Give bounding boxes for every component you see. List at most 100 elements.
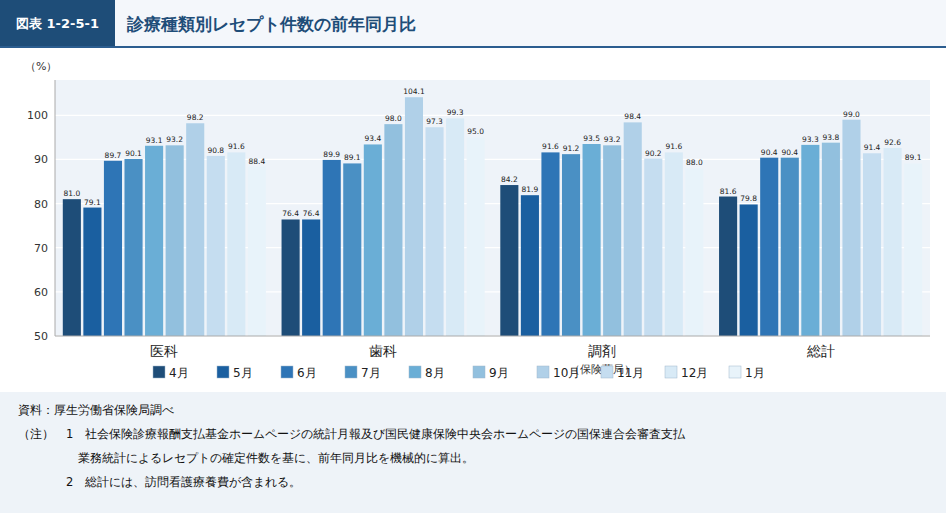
data-label: 76.4 [303, 209, 320, 218]
bar [603, 145, 621, 336]
data-label: 93.5 [583, 134, 600, 143]
plot [55, 80, 930, 336]
bar [323, 160, 341, 336]
bar [302, 219, 320, 336]
header-background [0, 0, 946, 48]
data-label: 97.3 [426, 117, 443, 126]
data-label: 99.0 [843, 110, 860, 119]
footer-note: 2 総計には、訪問看護療養費が含まれる。 [18, 475, 301, 489]
bar [719, 197, 737, 336]
bar [446, 118, 464, 336]
data-label: 92.6 [884, 138, 901, 147]
data-label: 89.7 [105, 151, 122, 160]
data-label: 88.0 [686, 158, 703, 167]
data-label: 98.2 [187, 113, 204, 122]
legend-label: 6月 [297, 366, 317, 380]
y-tick-label: 60 [34, 286, 48, 299]
data-label: 93.2 [166, 135, 183, 144]
y-tick-label: 70 [34, 242, 48, 255]
bar [740, 204, 758, 336]
bar [801, 145, 819, 336]
figure-number-box [0, 0, 115, 46]
plot-background [55, 80, 930, 336]
x-axis-line [55, 336, 930, 337]
bar [207, 156, 225, 336]
legend-label: 5月 [233, 366, 253, 380]
bars [63, 97, 922, 336]
bar [186, 123, 204, 336]
legend-swatch [729, 366, 741, 378]
data-label: 98.0 [385, 114, 402, 123]
legend-swatch [217, 366, 229, 378]
data-label: 91.4 [864, 143, 881, 152]
data-label: 91.6 [542, 142, 559, 151]
data-label: 95.0 [467, 127, 484, 136]
bar [364, 144, 382, 336]
y-axis-line [55, 80, 56, 336]
legend-swatch [537, 366, 549, 378]
legend-swatch [409, 366, 421, 378]
data-label: 93.3 [802, 135, 819, 144]
bar [227, 152, 245, 336]
legend-label: 12月 [681, 366, 708, 380]
data-label: 84.2 [501, 175, 518, 184]
data-label: 76.4 [282, 209, 299, 218]
legend-swatch [281, 366, 293, 378]
bar [904, 163, 922, 336]
bar [842, 120, 860, 336]
legend-label: 1月 [745, 366, 765, 380]
data-label: 93.8 [823, 133, 840, 142]
footer-note: （注） 1 社会保険診療報酬支払基金ホームページの統計月報及び国民健康保険中央会… [18, 427, 686, 441]
bar [760, 158, 778, 336]
bar [425, 127, 443, 336]
bar [624, 122, 642, 336]
bar [467, 137, 485, 336]
data-label: 91.2 [563, 144, 580, 153]
data-label: 104.1 [403, 87, 425, 96]
data-label: 79.1 [84, 198, 101, 207]
bar [343, 163, 361, 336]
chart: 図表 1-2-5-1診療種類別レセプト件数の前年同月比5060708090100… [0, 0, 946, 513]
bar [248, 167, 266, 336]
bar [282, 219, 300, 336]
data-label: 90.4 [781, 148, 798, 157]
bar [644, 159, 662, 336]
bar [104, 161, 122, 336]
legend-swatch [665, 366, 677, 378]
x-tick-label: 医科 [150, 343, 178, 359]
bar [405, 97, 423, 336]
bar [541, 152, 559, 336]
legend-label: 10月 [553, 366, 580, 380]
grid [55, 115, 930, 336]
y-tick-label: 100 [27, 109, 48, 122]
bar [583, 144, 601, 336]
footer-note: 業務統計によるレセプトの確定件数を基に、前年同月比を機械的に算出。 [18, 451, 474, 465]
bar [685, 168, 703, 336]
bar [384, 124, 402, 336]
bar [562, 154, 580, 336]
bar [521, 195, 539, 336]
data-label: 79.8 [740, 194, 757, 203]
legend-swatch [601, 366, 613, 378]
y-axis: 5060708090100（%） [25, 60, 57, 343]
bar [124, 159, 142, 336]
data-label: 81.0 [63, 189, 80, 198]
y-tick-label: 80 [34, 198, 48, 211]
grid-line [55, 335, 930, 336]
data-label: 90.8 [207, 146, 224, 155]
data-label: 89.1 [905, 153, 922, 162]
title: 診療種類別レセプト件数の前年同月比 [126, 14, 416, 34]
legend-swatch [345, 366, 357, 378]
bar [665, 152, 683, 336]
bar [166, 145, 184, 336]
legend-label: 4月 [169, 366, 189, 380]
figure-number: 図表 1-2-5-1 [16, 16, 99, 31]
bar [500, 185, 518, 336]
bar [63, 199, 81, 336]
data-labels: 81.076.484.281.679.176.481.979.889.789.9… [63, 87, 921, 218]
data-label: 89.9 [323, 150, 340, 159]
y-axis-label: （%） [25, 60, 57, 73]
x-tick-label: 歯科 [369, 343, 397, 359]
data-label: 98.4 [624, 112, 641, 121]
data-label: 81.6 [720, 187, 737, 196]
